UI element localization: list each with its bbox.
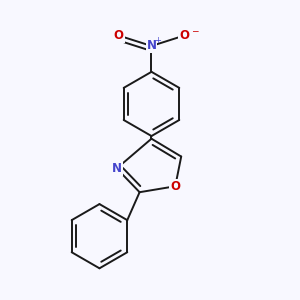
Text: O: O: [170, 180, 180, 193]
Text: N: N: [112, 162, 122, 175]
Text: −: −: [191, 27, 198, 36]
Text: O: O: [114, 29, 124, 42]
Text: O: O: [179, 29, 189, 42]
Text: N: N: [146, 40, 157, 52]
Text: +: +: [154, 35, 161, 44]
